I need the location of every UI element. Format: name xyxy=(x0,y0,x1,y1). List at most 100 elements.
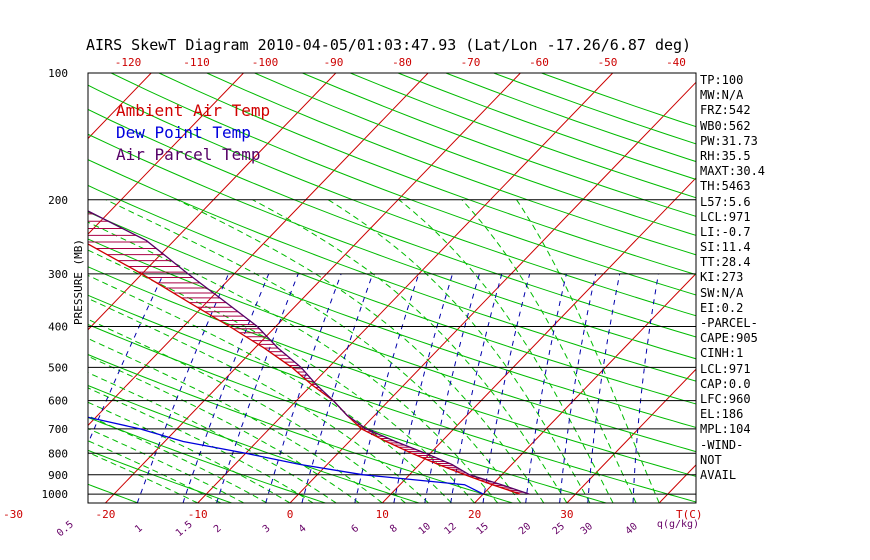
mixing-ratio-label: 3 xyxy=(261,523,273,535)
sounding-index-11: SI:11.4 xyxy=(700,240,751,255)
mixing-ratio-line xyxy=(424,273,480,503)
dry-adiabat-line xyxy=(88,266,696,477)
isotherm-line xyxy=(88,73,337,331)
mixing-ratio-line xyxy=(632,273,659,503)
pressure-grid xyxy=(88,199,696,495)
sounding-index-2: FRZ:542 xyxy=(700,103,751,118)
top-temp-tick-label: -60 xyxy=(529,56,549,69)
sounding-indices-panel: TP:100 MW:N/A FRZ:542 WB0:562 PW:31.73 RH:35.… xyxy=(700,73,790,483)
sounding-index-0: TP:100 xyxy=(700,73,744,87)
pressure-tick-label: 300 xyxy=(48,268,68,281)
dry-adiabat-line xyxy=(445,73,696,163)
sounding-index-1: MW:N/A xyxy=(700,88,744,103)
sounding-index-25: NOT xyxy=(700,452,722,467)
mixing-ratio-label: 2 xyxy=(212,523,224,535)
moist-adiabat-line xyxy=(252,199,568,503)
top-temp-tick-label: -40 xyxy=(666,56,686,69)
mixing-ratio-unit-label: q(g/kg) xyxy=(657,519,699,530)
legend-dew-point-temp: Dew Point Temp xyxy=(116,123,251,142)
bottom-temp-tick-label: -10 xyxy=(188,508,208,521)
dry-adiabat-line xyxy=(88,238,696,453)
sounding-index-4: PW:31.73 xyxy=(700,133,758,148)
sounding-index-14: SW:N/A xyxy=(700,285,744,300)
dry-adiabat-grid xyxy=(88,73,696,503)
dry-adiabat-line xyxy=(88,159,696,382)
pressure-tick-label: 700 xyxy=(48,423,68,436)
sounding-index-13: KI:273 xyxy=(700,270,744,285)
dry-adiabat-line xyxy=(88,184,696,405)
moist-adiabat-line xyxy=(461,199,637,503)
chart-title: AIRS SkewT Diagram 2010-04-05/01:03:47.9… xyxy=(86,36,692,54)
dry-adiabat-line xyxy=(88,385,420,503)
mixing-ratio-line xyxy=(525,273,567,503)
moist-adiabat-line xyxy=(88,440,222,503)
sounding-index-23: MPL:104 xyxy=(700,422,751,437)
mixing-ratio-label: 30 xyxy=(579,521,595,537)
moist-adiabat-line xyxy=(516,199,660,503)
sounding-index-21: LFC:960 xyxy=(700,391,751,406)
mixing-ratio-label: 0.5 xyxy=(55,519,76,539)
isotherm-line xyxy=(88,73,244,235)
moist-adiabat-line xyxy=(105,199,522,503)
air-parcel-temp-line xyxy=(88,210,530,495)
mixing-ratio-label: 8 xyxy=(388,523,400,535)
moist-adiabat-grid xyxy=(88,199,660,503)
dry-adiabat-line xyxy=(88,84,696,317)
dry-adiabat-line xyxy=(110,73,696,296)
mixing-ratio-line xyxy=(182,273,270,503)
mixing-ratio-label: 6 xyxy=(349,523,361,535)
sounding-index-19: LCL:971 xyxy=(700,361,751,376)
mixing-ratio-line xyxy=(216,273,299,503)
sounding-index-26: AVAIL xyxy=(700,467,737,482)
pressure-tick-label: 500 xyxy=(48,361,68,374)
mixing-ratio-line xyxy=(587,273,621,503)
sounding-series xyxy=(88,210,530,495)
mixing-ratio-label: 4 xyxy=(297,523,309,535)
isotherm-line xyxy=(0,73,59,503)
moist-adiabat-line xyxy=(88,415,268,503)
top-temp-tick-label: -110 xyxy=(183,56,210,69)
sounding-index-9: LCL:971 xyxy=(700,209,751,224)
pressure-tick-label: 1000 xyxy=(42,488,69,501)
ambient-air-temp-line xyxy=(88,243,521,495)
mixing-ratio-line xyxy=(354,273,420,503)
y-axis-label: PRESSURE (MB) xyxy=(72,239,85,325)
mixing-ratio-label: 25 xyxy=(551,521,567,537)
bottom-temp-tick-label: 30 xyxy=(560,508,573,521)
mixing-ratio-line xyxy=(265,273,342,503)
dry-adiabat-line xyxy=(88,108,696,338)
sounding-index-5: RH:35.5 xyxy=(700,148,751,163)
sounding-index-15: EI:0.2 xyxy=(700,300,744,315)
dry-adiabat-line xyxy=(88,323,607,503)
dry-adiabat-line xyxy=(88,294,696,503)
mixing-ratio-label: 12 xyxy=(442,521,458,537)
sounding-index-10: LI:-0.7 xyxy=(700,224,751,239)
bottom-temp-tick-label: 20 xyxy=(468,508,481,521)
axes xyxy=(87,72,697,504)
dry-adiabat-line xyxy=(88,354,513,503)
bottom-temp-tick-label: 0 xyxy=(287,508,294,521)
sounding-index-7: TH:5463 xyxy=(700,179,751,194)
sounding-index-12: TT:28.4 xyxy=(700,255,751,270)
mixing-ratio-line xyxy=(0,274,28,503)
cape-hatch xyxy=(88,213,524,493)
isotherm-line xyxy=(381,177,696,503)
mixing-ratio-line xyxy=(393,273,453,503)
bottom-temp-unit-label: T(C) xyxy=(676,508,703,521)
dry-adiabat-line xyxy=(350,73,696,199)
legend-ambient-air-temp: Ambient Air Temp xyxy=(116,101,271,120)
top-temp-tick-label: -80 xyxy=(392,56,412,69)
mixing-ratio-label: 15 xyxy=(475,521,491,537)
sounding-index-24: -WIND- xyxy=(700,437,744,452)
dry-adiabat-line xyxy=(88,133,696,360)
legend-air-parcel-temp: Air Parcel Temp xyxy=(116,145,261,164)
moist-adiabat-line xyxy=(88,401,291,503)
moist-adiabat-line xyxy=(88,387,314,503)
mixing-ratio-line xyxy=(450,273,503,503)
mixing-ratio-line xyxy=(301,273,374,503)
pressure-tick-label: 200 xyxy=(48,194,68,207)
pressure-tick-label: 900 xyxy=(48,469,68,482)
mixing-ratio-grid xyxy=(0,273,659,503)
mixing-ratio-label: 10 xyxy=(417,521,433,537)
